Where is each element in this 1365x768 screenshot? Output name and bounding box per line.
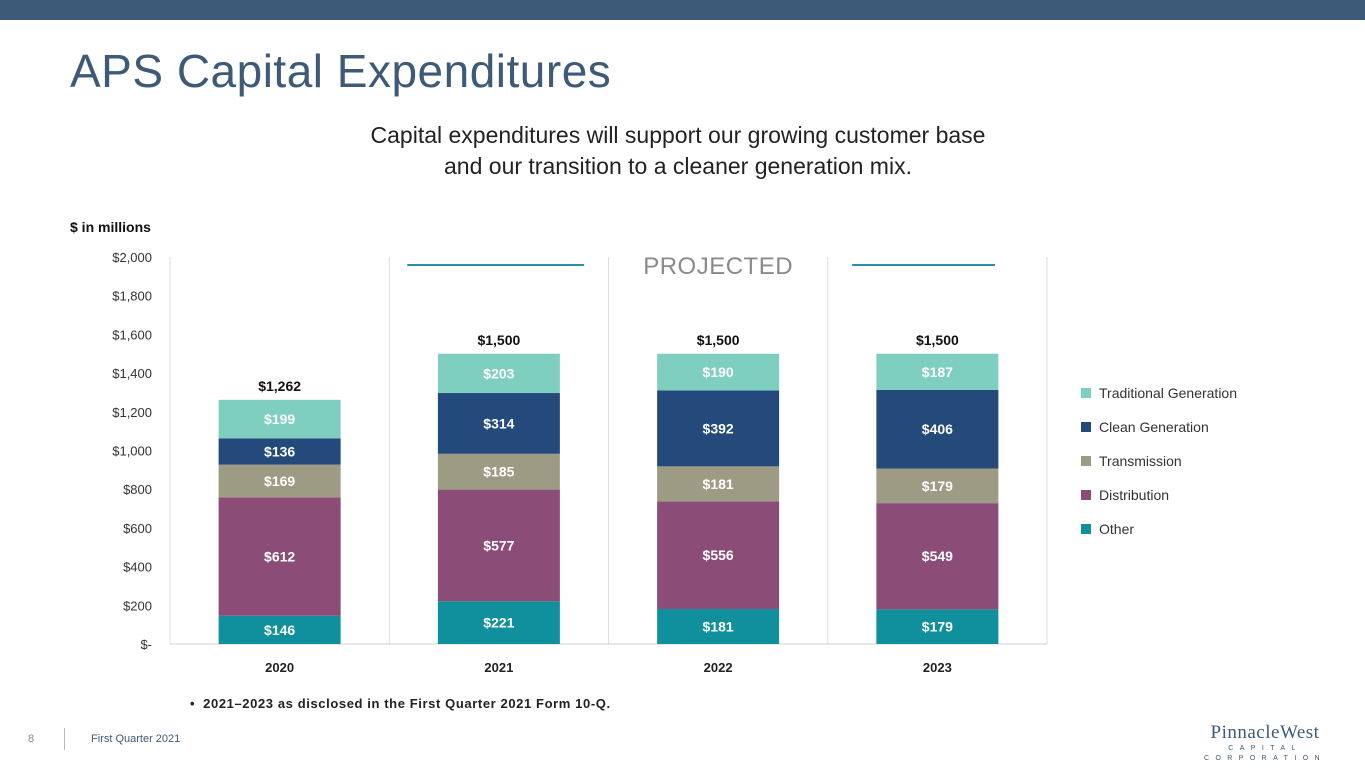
- bar-total-label: $1,262: [258, 378, 301, 394]
- bar-value-label: $203: [483, 365, 514, 381]
- bar-value-label: $577: [483, 537, 514, 553]
- bar-segment: [657, 501, 780, 609]
- page-title: APS Capital Expenditures: [70, 45, 612, 97]
- bar-segment: [657, 353, 780, 391]
- bar-total-label: $1,500: [916, 332, 959, 348]
- x-tick-label: 2023: [923, 660, 952, 675]
- unit-label: $ in millions: [70, 219, 151, 235]
- bar-segment: [876, 353, 999, 390]
- logo-subtitle: CAPITAL CORPORATION: [1204, 745, 1326, 762]
- y-tick-label: $600: [123, 521, 152, 536]
- x-tick-label: 2020: [265, 660, 294, 675]
- legend-swatch: [1081, 422, 1091, 432]
- logo-name: PinnacleWest: [1210, 722, 1320, 743]
- legend-swatch: [1081, 524, 1091, 534]
- y-tick-label: $1,600: [112, 327, 152, 342]
- y-tick-label: $1,400: [112, 366, 152, 381]
- x-tick-label: 2021: [484, 660, 513, 675]
- bar-value-label: $181: [703, 476, 734, 492]
- y-tick-label: $2,000: [112, 250, 152, 265]
- projected-label: PROJECTED: [643, 253, 793, 280]
- bar-segment: [218, 438, 341, 465]
- company-logo: PinnacleWest CAPITAL CORPORATION: [1192, 722, 1338, 764]
- bar-total-label: $1,500: [477, 332, 520, 348]
- bar-segment: [437, 601, 560, 644]
- bar-segment: [218, 497, 341, 616]
- page-number: 8: [28, 733, 35, 745]
- bar-segment: [437, 353, 560, 394]
- y-tick-label: $1,200: [112, 405, 152, 420]
- subtitle-line-2: and our transition to a cleaner generati…: [444, 153, 912, 179]
- bar-value-label: $169: [264, 473, 295, 489]
- bar-segment: [657, 608, 780, 644]
- bar-value-label: $221: [483, 615, 514, 631]
- capex-stacked-bar-chart: $- $200 $400 $600 $800 $1,000 $1,200 $1,400 $1,6…: [112, 250, 1237, 675]
- bar-value-label: $179: [922, 619, 953, 635]
- footer-text: First Quarter 2021: [91, 733, 181, 745]
- bar-total-label: $1,500: [697, 332, 740, 348]
- y-tick-label: $-: [140, 637, 152, 652]
- bar-value-label: $185: [483, 464, 514, 480]
- legend-label: Traditional Generation: [1099, 385, 1237, 401]
- bar-segment: [437, 453, 560, 490]
- bar-value-label: $179: [922, 478, 953, 494]
- bar-value-label: $187: [922, 364, 953, 380]
- footnote: • 2021–2023 as disclosed in the First Qua…: [190, 696, 611, 711]
- legend-label: Clean Generation: [1099, 419, 1209, 435]
- bar-value-label: $146: [264, 622, 295, 638]
- y-tick-label: $1,800: [112, 289, 152, 304]
- footnote-bullet: •: [190, 696, 196, 711]
- bar-value-label: $612: [264, 549, 295, 565]
- bar-value-label: $314: [483, 415, 514, 431]
- footnote-text: 2021–2023 as disclosed in the First Quar…: [203, 696, 611, 711]
- bar-segment: [876, 468, 999, 504]
- legend-label: Transmission: [1099, 453, 1182, 469]
- bar-segment: [876, 503, 999, 610]
- bar-segment: [657, 466, 780, 502]
- bar-value-label: $556: [703, 547, 734, 563]
- y-tick-label: $1,000: [112, 444, 152, 459]
- bar-value-label: $190: [703, 364, 734, 380]
- legend-label: Distribution: [1099, 487, 1169, 503]
- bar-value-label: $199: [264, 411, 295, 427]
- bar-segment: [437, 393, 560, 454]
- y-tick-label: $200: [123, 598, 152, 613]
- legend-swatch: [1081, 456, 1091, 466]
- bar-segment: [218, 615, 341, 644]
- x-tick-label: 2022: [704, 660, 733, 675]
- bar-segment: [657, 390, 780, 467]
- legend-swatch: [1081, 490, 1091, 500]
- bar-value-label: $549: [922, 548, 953, 564]
- bar-value-label: $406: [922, 421, 953, 437]
- bar-value-label: $392: [703, 420, 734, 436]
- legend-swatch: [1081, 388, 1091, 398]
- y-tick-label: $800: [123, 482, 152, 497]
- legend-label: Other: [1099, 521, 1134, 537]
- bar-segment: [876, 609, 999, 644]
- page-subtitle: Capital expenditures will support our gr…: [300, 120, 1056, 182]
- bar-segment: [218, 464, 341, 498]
- bar-value-label: $136: [264, 443, 295, 459]
- bar-segment: [218, 399, 341, 439]
- footer-divider: [64, 728, 65, 750]
- bar-segment: [876, 389, 999, 469]
- subtitle-line-1: Capital expenditures will support our gr…: [370, 122, 986, 148]
- y-tick-label: $400: [123, 560, 152, 575]
- bar-segment: [437, 489, 560, 602]
- top-banner: [0, 0, 1365, 20]
- bar-value-label: $181: [703, 618, 734, 634]
